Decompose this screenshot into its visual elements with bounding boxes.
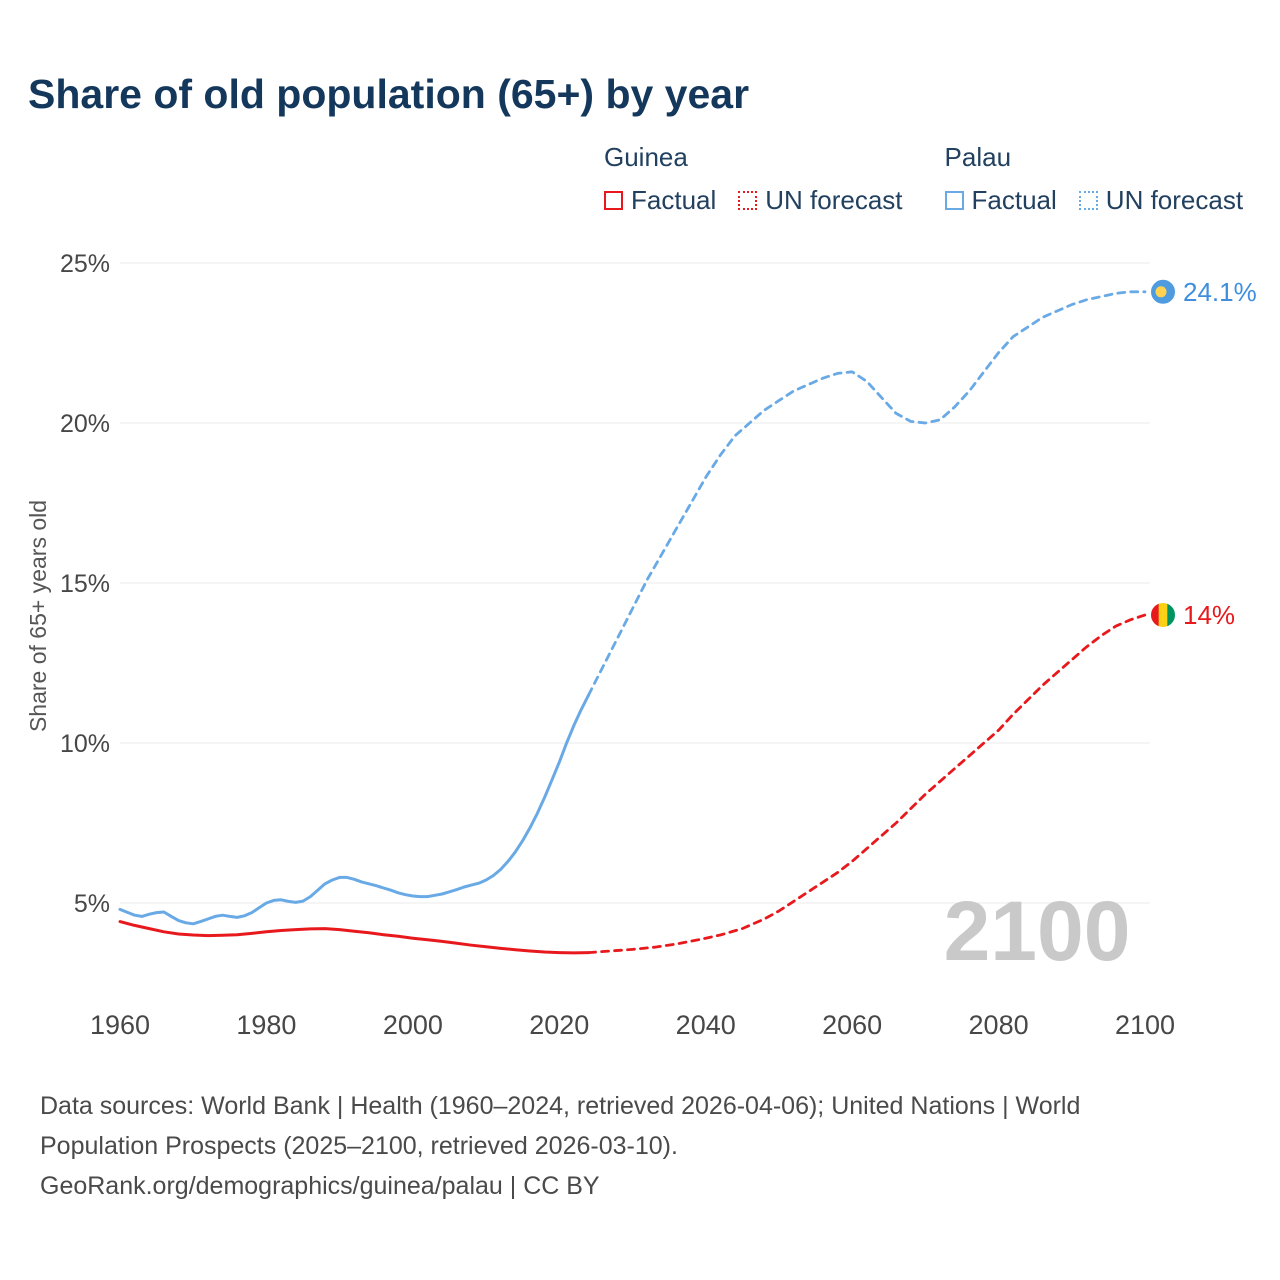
line-chart: 5% 10% 15% 20% 25% 2100 1960 1980 2000 2020 2040 20… [25, 250, 1257, 1040]
series-path-palau-forecast [587, 290, 1147, 697]
legend-swatch-guinea-factual [604, 191, 623, 210]
y-axis-label: Share of 65+ years old [25, 500, 51, 732]
guinea-flag-marker [1150, 602, 1176, 628]
legend: Guinea Factual UN forecast Palau Factual [604, 142, 1243, 216]
guinea-flag-stripe [1158, 602, 1168, 628]
y-tick-label: 20% [60, 410, 110, 438]
legend-item-palau-forecast[interactable]: UN forecast [1078, 185, 1244, 216]
palau-flag-sun-icon [1155, 286, 1167, 298]
legend-label-palau-factual: Factual [971, 185, 1057, 215]
y-tick-label: 25% [60, 250, 110, 278]
footer: Data sources: World Bank | Health (1960–… [40, 1086, 1145, 1206]
x-tick-label: 2020 [529, 1010, 589, 1040]
end-value-label-palau: 24.1% [1183, 277, 1257, 307]
legend-group-label-guinea: Guinea [604, 142, 688, 172]
marker-ring [1149, 601, 1177, 629]
legend-swatch-palau-factual [944, 191, 964, 210]
x-tick-label: 2000 [383, 1010, 443, 1040]
y-tick-label: 10% [60, 730, 110, 758]
x-tick-label: 1960 [90, 1010, 150, 1040]
series-path-guinea-forecast [587, 613, 1147, 954]
attribution-link[interactable]: GeoRank.org/demographics/guinea/palau | … [40, 1172, 600, 1200]
series-path-palau-factual [118, 693, 591, 926]
end-value-label-guinea: 14% [1183, 600, 1235, 630]
legend-label-guinea-forecast: UN forecast [765, 185, 903, 215]
x-tick-label: 2100 [1115, 1010, 1175, 1040]
legend-group-label-palau: Palau [944, 142, 1012, 172]
y-tick-label: 15% [60, 570, 110, 598]
legend-swatch-palau-forecast [1078, 191, 1098, 210]
legend-group-guinea: Guinea Factual UN forecast [604, 142, 903, 216]
legend-item-palau-factual[interactable]: Factual [944, 185, 1057, 216]
x-tick-label: 1980 [236, 1010, 296, 1040]
legend-item-guinea-factual[interactable]: Factual [604, 185, 716, 216]
series-path-guinea-factual [118, 920, 591, 955]
legend-swatch-guinea-forecast [738, 191, 758, 210]
legend-label-palau-forecast: UN forecast [1105, 185, 1244, 215]
y-tick-label: 5% [74, 890, 110, 918]
legend-item-guinea-forecast[interactable]: UN forecast [738, 185, 903, 216]
guinea-flag-stripe [1167, 602, 1176, 628]
data-sources-text: Data sources: World Bank | Health (1960–… [40, 1092, 1081, 1160]
page-title: Share of old population (65+) by year [28, 71, 750, 117]
watermark-year: 2100 [944, 884, 1131, 978]
legend-group-palau: Palau Factual UN forecast [944, 142, 1244, 216]
x-tick-label: 2040 [676, 1010, 736, 1040]
legend-label-guinea-factual: Factual [631, 185, 717, 215]
guinea-flag-stripe [1150, 602, 1160, 628]
x-tick-label: 2080 [969, 1010, 1029, 1040]
x-tick-label: 2060 [822, 1010, 882, 1040]
